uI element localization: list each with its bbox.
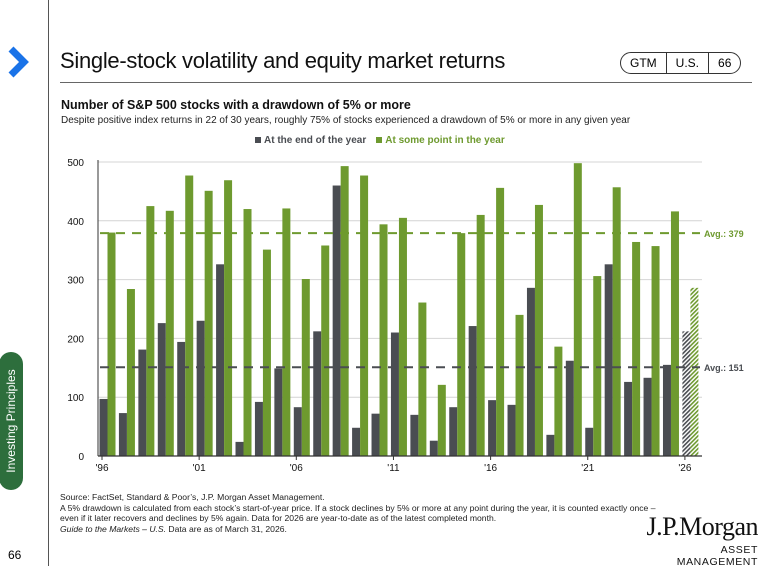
- bar-end-of-year-2001: [196, 320, 205, 456]
- bar-end-of-year-2016: [488, 400, 497, 456]
- bar-some-point-1997: [126, 289, 135, 456]
- bar-end-of-year-2005: [274, 368, 283, 456]
- bar-end-of-year-2010: [371, 413, 380, 456]
- y-tick-label: 0: [78, 452, 84, 463]
- bar-some-point-2009: [360, 175, 369, 457]
- y-tick-label: 400: [67, 217, 84, 228]
- bar-end-of-year-2011: [390, 332, 399, 456]
- legend-item-end: At the end of the year: [255, 135, 366, 146]
- bar-end-of-year-2021: [585, 427, 594, 456]
- bar-end-of-year-2013: [429, 440, 438, 456]
- bar-some-point-2014: [457, 233, 466, 456]
- bar-end-of-year-2000: [177, 341, 186, 456]
- badge-gtm: GTM: [630, 56, 657, 70]
- bar-some-point-2024: [651, 246, 660, 456]
- y-tick-label: 200: [67, 334, 84, 345]
- bar-some-point-2017: [515, 314, 524, 456]
- bar-end-of-year-1998: [138, 349, 147, 456]
- x-tick-label: '06: [290, 463, 303, 474]
- bar-end-of-year-2007: [313, 331, 322, 456]
- legend-item-some: At some point in the year: [376, 135, 505, 146]
- bar-end-of-year-1999: [157, 323, 166, 456]
- bar-some-point-2005: [282, 208, 291, 456]
- bar-some-point-1999: [165, 210, 174, 456]
- bar-end-of-year-2018: [526, 287, 535, 456]
- footnotes: Source: FactSet, Standard & Poor’s, J.P.…: [60, 492, 660, 534]
- x-tick-label: '11: [387, 463, 400, 474]
- jpmorgan-logo: J.P.Morgan ASSET MANAGEMENT: [646, 512, 758, 566]
- bar-some-point-2020: [573, 163, 582, 456]
- average-label: Avg.: 379: [704, 229, 744, 239]
- bar-end-of-year-2003: [235, 441, 244, 456]
- bar-end-of-year-2024: [643, 377, 652, 456]
- x-tick-label: '21: [581, 463, 594, 474]
- y-tick-label: 100: [67, 393, 84, 404]
- bar-some-point-2001: [204, 190, 213, 456]
- bar-end-of-year-2002: [216, 264, 225, 456]
- bar-end-of-year-2022: [604, 264, 613, 456]
- legend: At the end of the year At some point in …: [255, 135, 505, 146]
- section-tab[interactable]: Investing Principles: [0, 352, 23, 490]
- bar-some-point-1998: [146, 206, 155, 456]
- bar-end-of-year-2008: [332, 185, 341, 456]
- bar-end-of-year-2020: [565, 360, 574, 456]
- bar-some-point-1996: [107, 232, 116, 456]
- bar-some-point-2022: [612, 187, 621, 456]
- badge-region: U.S.: [665, 53, 708, 73]
- bar-some-point-2016: [496, 187, 505, 456]
- badge-page: 66: [708, 53, 740, 73]
- bar-end-of-year-1997: [118, 413, 127, 456]
- bar-end-of-year-2004: [254, 401, 263, 456]
- bar-end-of-year-2026: [682, 331, 691, 456]
- asof-note: Guide to the Markets – U.S. Data are as …: [60, 523, 287, 534]
- bar-end-of-year-2009: [352, 427, 361, 456]
- x-tick-label: '96: [95, 463, 108, 474]
- bar-some-point-2018: [534, 204, 543, 456]
- bar-end-of-year-2023: [624, 381, 633, 456]
- bar-end-of-year-2025: [662, 364, 671, 456]
- bar-some-point-2008: [340, 166, 349, 456]
- bar-some-point-2007: [321, 245, 330, 456]
- bar-end-of-year-2019: [546, 434, 555, 456]
- bar-some-point-2019: [554, 346, 563, 456]
- chevron-right-icon[interactable]: [6, 46, 32, 78]
- bar-some-point-2015: [476, 214, 485, 456]
- bar-some-point-2025: [670, 211, 679, 456]
- source-note: Source: FactSet, Standard & Poor’s, J.P.…: [60, 492, 325, 502]
- bar-some-point-2012: [418, 302, 427, 456]
- bar-some-point-2026: [690, 287, 699, 456]
- chart-title: Number of S&P 500 stocks with a drawdown…: [61, 98, 411, 112]
- bar-end-of-year-2017: [507, 404, 516, 456]
- bar-some-point-2011: [398, 217, 407, 456]
- bar-end-of-year-2014: [449, 407, 458, 456]
- x-tick-label: '16: [484, 463, 497, 474]
- chart-subtitle: Despite positive index returns in 22 of …: [61, 115, 631, 126]
- method-note: A 5% drawdown is calculated from each st…: [60, 502, 656, 524]
- bar-some-point-2013: [437, 384, 446, 456]
- bar-some-point-2010: [379, 224, 388, 456]
- bar-end-of-year-2006: [293, 407, 302, 456]
- divider: [48, 0, 49, 566]
- y-tick-label: 500: [67, 158, 84, 169]
- bar-some-point-2006: [301, 279, 310, 456]
- bar-end-of-year-2012: [410, 414, 419, 456]
- bar-some-point-2021: [593, 276, 602, 456]
- bar-some-point-2002: [224, 180, 233, 456]
- bar-some-point-2023: [632, 241, 641, 456]
- gtm-badge: GTM U.S. 66: [620, 52, 742, 74]
- bar-some-point-2003: [243, 209, 252, 456]
- y-tick-label: 300: [67, 276, 84, 287]
- x-tick-label: '01: [193, 463, 206, 474]
- average-label: Avg.: 151: [704, 363, 744, 373]
- header-rule: [60, 82, 752, 83]
- x-tick-label: '26: [678, 463, 691, 474]
- bar-some-point-2000: [185, 175, 194, 457]
- page-title: Single-stock volatility and equity marke…: [60, 48, 506, 73]
- bar-end-of-year-2015: [468, 326, 477, 456]
- bar-end-of-year-1996: [99, 398, 108, 456]
- page-number: 66: [8, 548, 22, 562]
- bar-some-point-2004: [262, 249, 271, 456]
